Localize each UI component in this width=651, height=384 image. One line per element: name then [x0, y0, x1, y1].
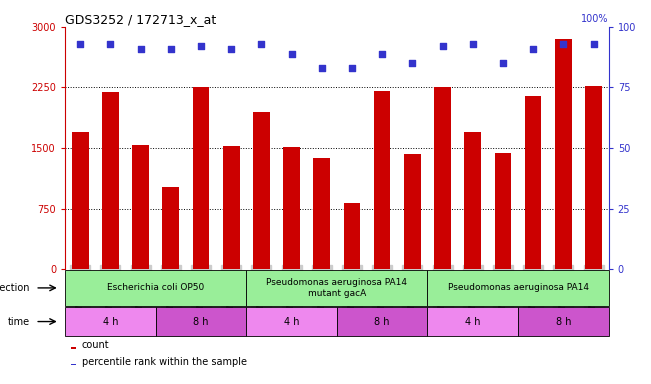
Bar	[374, 91, 391, 269]
Bar	[344, 203, 360, 269]
Point	[498, 60, 508, 66]
Text: 4 h: 4 h	[284, 316, 299, 326]
Text: count: count	[82, 340, 109, 350]
Point	[196, 43, 206, 49]
Point	[437, 43, 448, 49]
Bar	[65, 270, 246, 306]
Text: 8 h: 8 h	[374, 316, 390, 326]
Bar	[283, 147, 300, 269]
Bar	[495, 153, 511, 269]
Text: GDS3252 / 172713_x_at: GDS3252 / 172713_x_at	[65, 13, 216, 26]
Bar	[163, 187, 179, 269]
Point	[528, 46, 538, 52]
Bar	[70, 364, 76, 365]
Text: Pseudomonas aeruginosa PA14: Pseudomonas aeruginosa PA14	[448, 283, 589, 292]
Text: time: time	[8, 316, 30, 326]
Text: 4 h: 4 h	[465, 316, 480, 326]
Bar	[246, 307, 337, 336]
Bar	[102, 92, 118, 269]
Bar	[193, 88, 210, 269]
Bar	[72, 132, 89, 269]
Text: percentile rank within the sample: percentile rank within the sample	[82, 356, 247, 367]
Point	[75, 41, 85, 47]
Point	[105, 41, 116, 47]
Text: 100%: 100%	[581, 15, 609, 25]
Point	[165, 46, 176, 52]
Point	[286, 50, 297, 56]
Text: 4 h: 4 h	[103, 316, 118, 326]
Bar	[70, 348, 76, 349]
Point	[135, 46, 146, 52]
Point	[377, 50, 387, 56]
Text: Pseudomonas aeruginosa PA14
mutant gacA: Pseudomonas aeruginosa PA14 mutant gacA	[266, 278, 408, 298]
Bar	[253, 112, 270, 269]
Bar	[337, 307, 428, 336]
Bar	[464, 132, 481, 269]
Bar	[156, 307, 246, 336]
Text: Escherichia coli OP50: Escherichia coli OP50	[107, 283, 204, 292]
Point	[226, 46, 236, 52]
Bar	[428, 270, 609, 306]
Bar	[518, 307, 609, 336]
Point	[407, 60, 417, 66]
Text: infection: infection	[0, 283, 30, 293]
Bar	[525, 96, 542, 269]
Bar	[555, 39, 572, 269]
Point	[558, 41, 568, 47]
Bar	[428, 307, 518, 336]
Text: 8 h: 8 h	[556, 316, 571, 326]
Point	[589, 41, 599, 47]
Bar	[132, 145, 149, 269]
Bar	[314, 158, 330, 269]
Bar	[65, 307, 156, 336]
Bar	[404, 154, 421, 269]
Bar	[434, 88, 451, 269]
Bar	[246, 270, 428, 306]
Point	[347, 65, 357, 71]
Bar	[223, 146, 240, 269]
Text: 8 h: 8 h	[193, 316, 209, 326]
Point	[256, 41, 267, 47]
Point	[316, 65, 327, 71]
Point	[467, 41, 478, 47]
Bar	[585, 86, 602, 269]
